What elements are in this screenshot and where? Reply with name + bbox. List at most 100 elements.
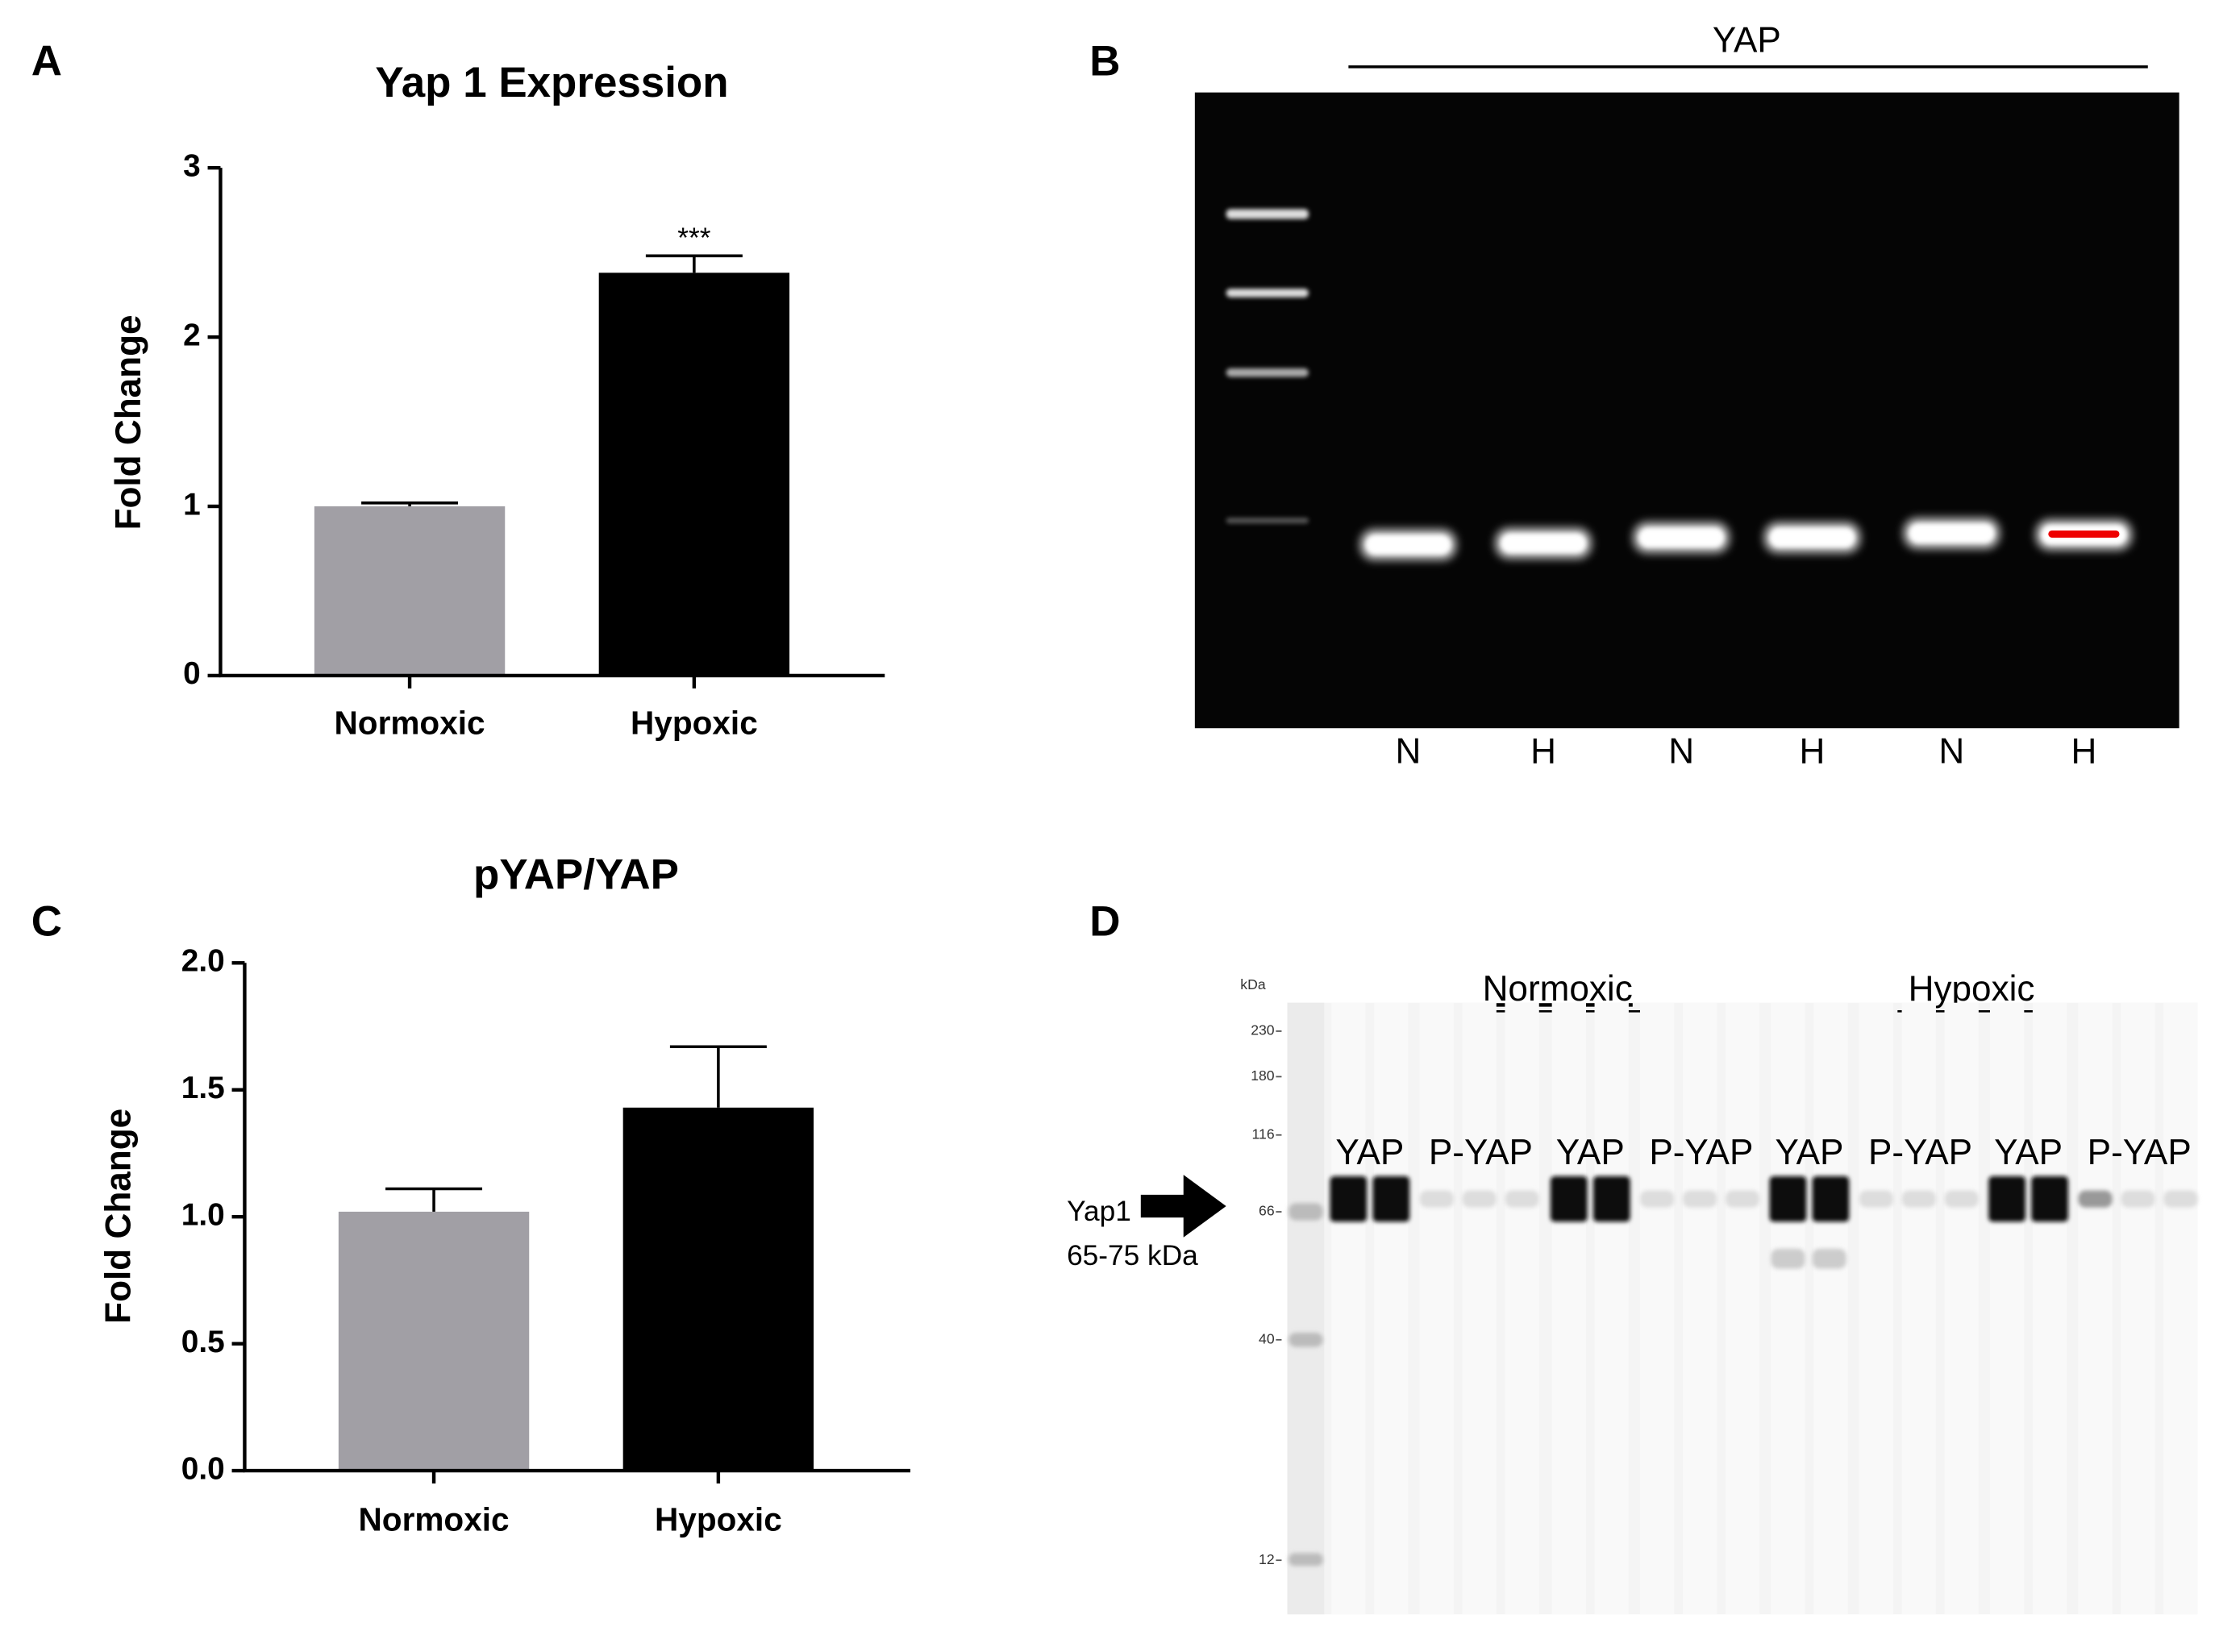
lane (1771, 1002, 1805, 1615)
blot-band-faint (2121, 1190, 2155, 1208)
blot-band (1372, 1176, 1410, 1222)
bar-chart: Yap 1 Expression Fold Change 0 1 2 3 Normoxic *… (109, 59, 885, 741)
ladder-band (1226, 209, 1309, 219)
ladder-bands (1289, 1203, 1323, 1567)
ladder-unit: kDa (1240, 976, 1266, 992)
lane (1813, 1002, 1848, 1615)
y-tick-label: 0 (183, 656, 201, 691)
y-tick-label: 3 (183, 148, 201, 183)
ladder-label: 180 (1251, 1067, 1275, 1084)
lane-label: H (2071, 732, 2096, 772)
x-tick-label: Hypoxic (631, 704, 758, 741)
lane (1682, 1002, 1717, 1615)
lane (1944, 1002, 1979, 1615)
ladder-label: 40 (1259, 1330, 1275, 1346)
gel-title: YAP (1713, 21, 1781, 60)
gel-band (1638, 527, 1725, 548)
arrow (1140, 1175, 1226, 1238)
ladder-band (1226, 368, 1309, 377)
x-tick-label: Normoxic (335, 704, 485, 741)
ladder-labels: 230 180 116 66 40 12 (1251, 1022, 1282, 1567)
blot-image: kDa 230 180 116 66 40 12 Normoxic Hypoxi… (1067, 969, 2198, 1615)
panel-label: D (1089, 898, 1120, 946)
blot-band-faint (1462, 1190, 1497, 1208)
red-streak (2048, 531, 2120, 538)
blot-band (1550, 1176, 1588, 1222)
lane (1374, 1002, 1409, 1615)
lane-label: YAP (1994, 1133, 2063, 1172)
bar-chart: pYAP/YAP Fold Change 0.0 0.5 1.0 1.5 2.0 Normox… (99, 851, 911, 1538)
lane (1419, 1002, 1454, 1615)
gel-band (1769, 527, 1855, 548)
lane-label: H (1800, 732, 1826, 772)
bar (338, 1211, 530, 1471)
ladder-band (1226, 289, 1309, 298)
ladder (1226, 209, 1309, 524)
blot-band (1769, 1176, 1807, 1222)
lane (1859, 1002, 1894, 1615)
blot-band-faint (1901, 1190, 1936, 1208)
ladder-label: 12 (1259, 1551, 1275, 1567)
blot-band-faint (1505, 1190, 1539, 1208)
blot-band (1812, 1176, 1850, 1222)
marker-range: 65-75 kDa (1067, 1240, 1198, 1271)
lane-label: H (1530, 732, 1556, 772)
ladder-label: 66 (1259, 1203, 1275, 1219)
blot-band (1330, 1176, 1368, 1222)
lane (1505, 1002, 1539, 1615)
blot-band-faint (2163, 1190, 2198, 1208)
x-tick-label: Normoxic (359, 1500, 510, 1538)
lane (2032, 1002, 2067, 1615)
lane-label: N (1396, 732, 1422, 772)
gel-background (1194, 92, 2179, 729)
blot-band-faint (1944, 1190, 1979, 1208)
lane-label: P-YAP (1868, 1133, 1972, 1172)
y-tick-label: 1 (183, 487, 201, 522)
lane (1640, 1002, 1675, 1615)
blot-band-faint (1771, 1248, 1805, 1269)
lane-label: P-YAP (2088, 1133, 2192, 1172)
blot-band-faint (1859, 1190, 1894, 1208)
y-tick-label: 1.5 (181, 1071, 225, 1105)
lane-label: N (1938, 732, 1964, 772)
blot-band-faint (2078, 1190, 2113, 1208)
group-label: Hypoxic (1909, 969, 2035, 1009)
blot-band-faint (1640, 1190, 1675, 1208)
blot-band-faint (1812, 1248, 1846, 1269)
blot-band-faint (1419, 1190, 1454, 1208)
panel-label: A (31, 37, 62, 85)
y-tick-label: 2 (183, 318, 201, 352)
ladder-band (1289, 1553, 1323, 1567)
y-tick-label: 2.0 (181, 944, 225, 979)
ladder-lane (1287, 1002, 1325, 1615)
y-axis-label: Fold Change (109, 314, 148, 530)
bar (314, 506, 506, 676)
x-tick-label: Hypoxic (655, 1500, 782, 1538)
marker-label: Yap1 (1067, 1196, 1131, 1227)
lane (1725, 1002, 1760, 1615)
lane (1331, 1002, 1366, 1615)
bar (598, 273, 790, 676)
lane-label: YAP (1556, 1133, 1625, 1172)
gel-band (1501, 533, 1586, 554)
y-tick-label: 1.0 (181, 1197, 225, 1232)
lane-label: N (1668, 732, 1694, 772)
lane-label: YAP (1335, 1133, 1404, 1172)
blot-band-faint (1682, 1190, 1717, 1208)
ladder-label: 116 (1252, 1126, 1275, 1142)
lane (2163, 1002, 2198, 1615)
y-axis-label: Fold Change (99, 1109, 139, 1324)
lane (1594, 1002, 1629, 1615)
lane (1989, 1002, 2025, 1615)
chart-title: pYAP/YAP (473, 851, 679, 898)
significance: *** (677, 223, 710, 254)
lane-label: YAP (1775, 1133, 1843, 1172)
ladder-band (1289, 1332, 1323, 1347)
chart-title: Yap 1 Expression (375, 59, 728, 106)
lane-label: P-YAP (1429, 1133, 1533, 1172)
gel-image: YAP N H N H N H (1194, 21, 2179, 772)
lane (1462, 1002, 1497, 1615)
lane (2121, 1002, 2155, 1615)
lane (1551, 1002, 1586, 1615)
